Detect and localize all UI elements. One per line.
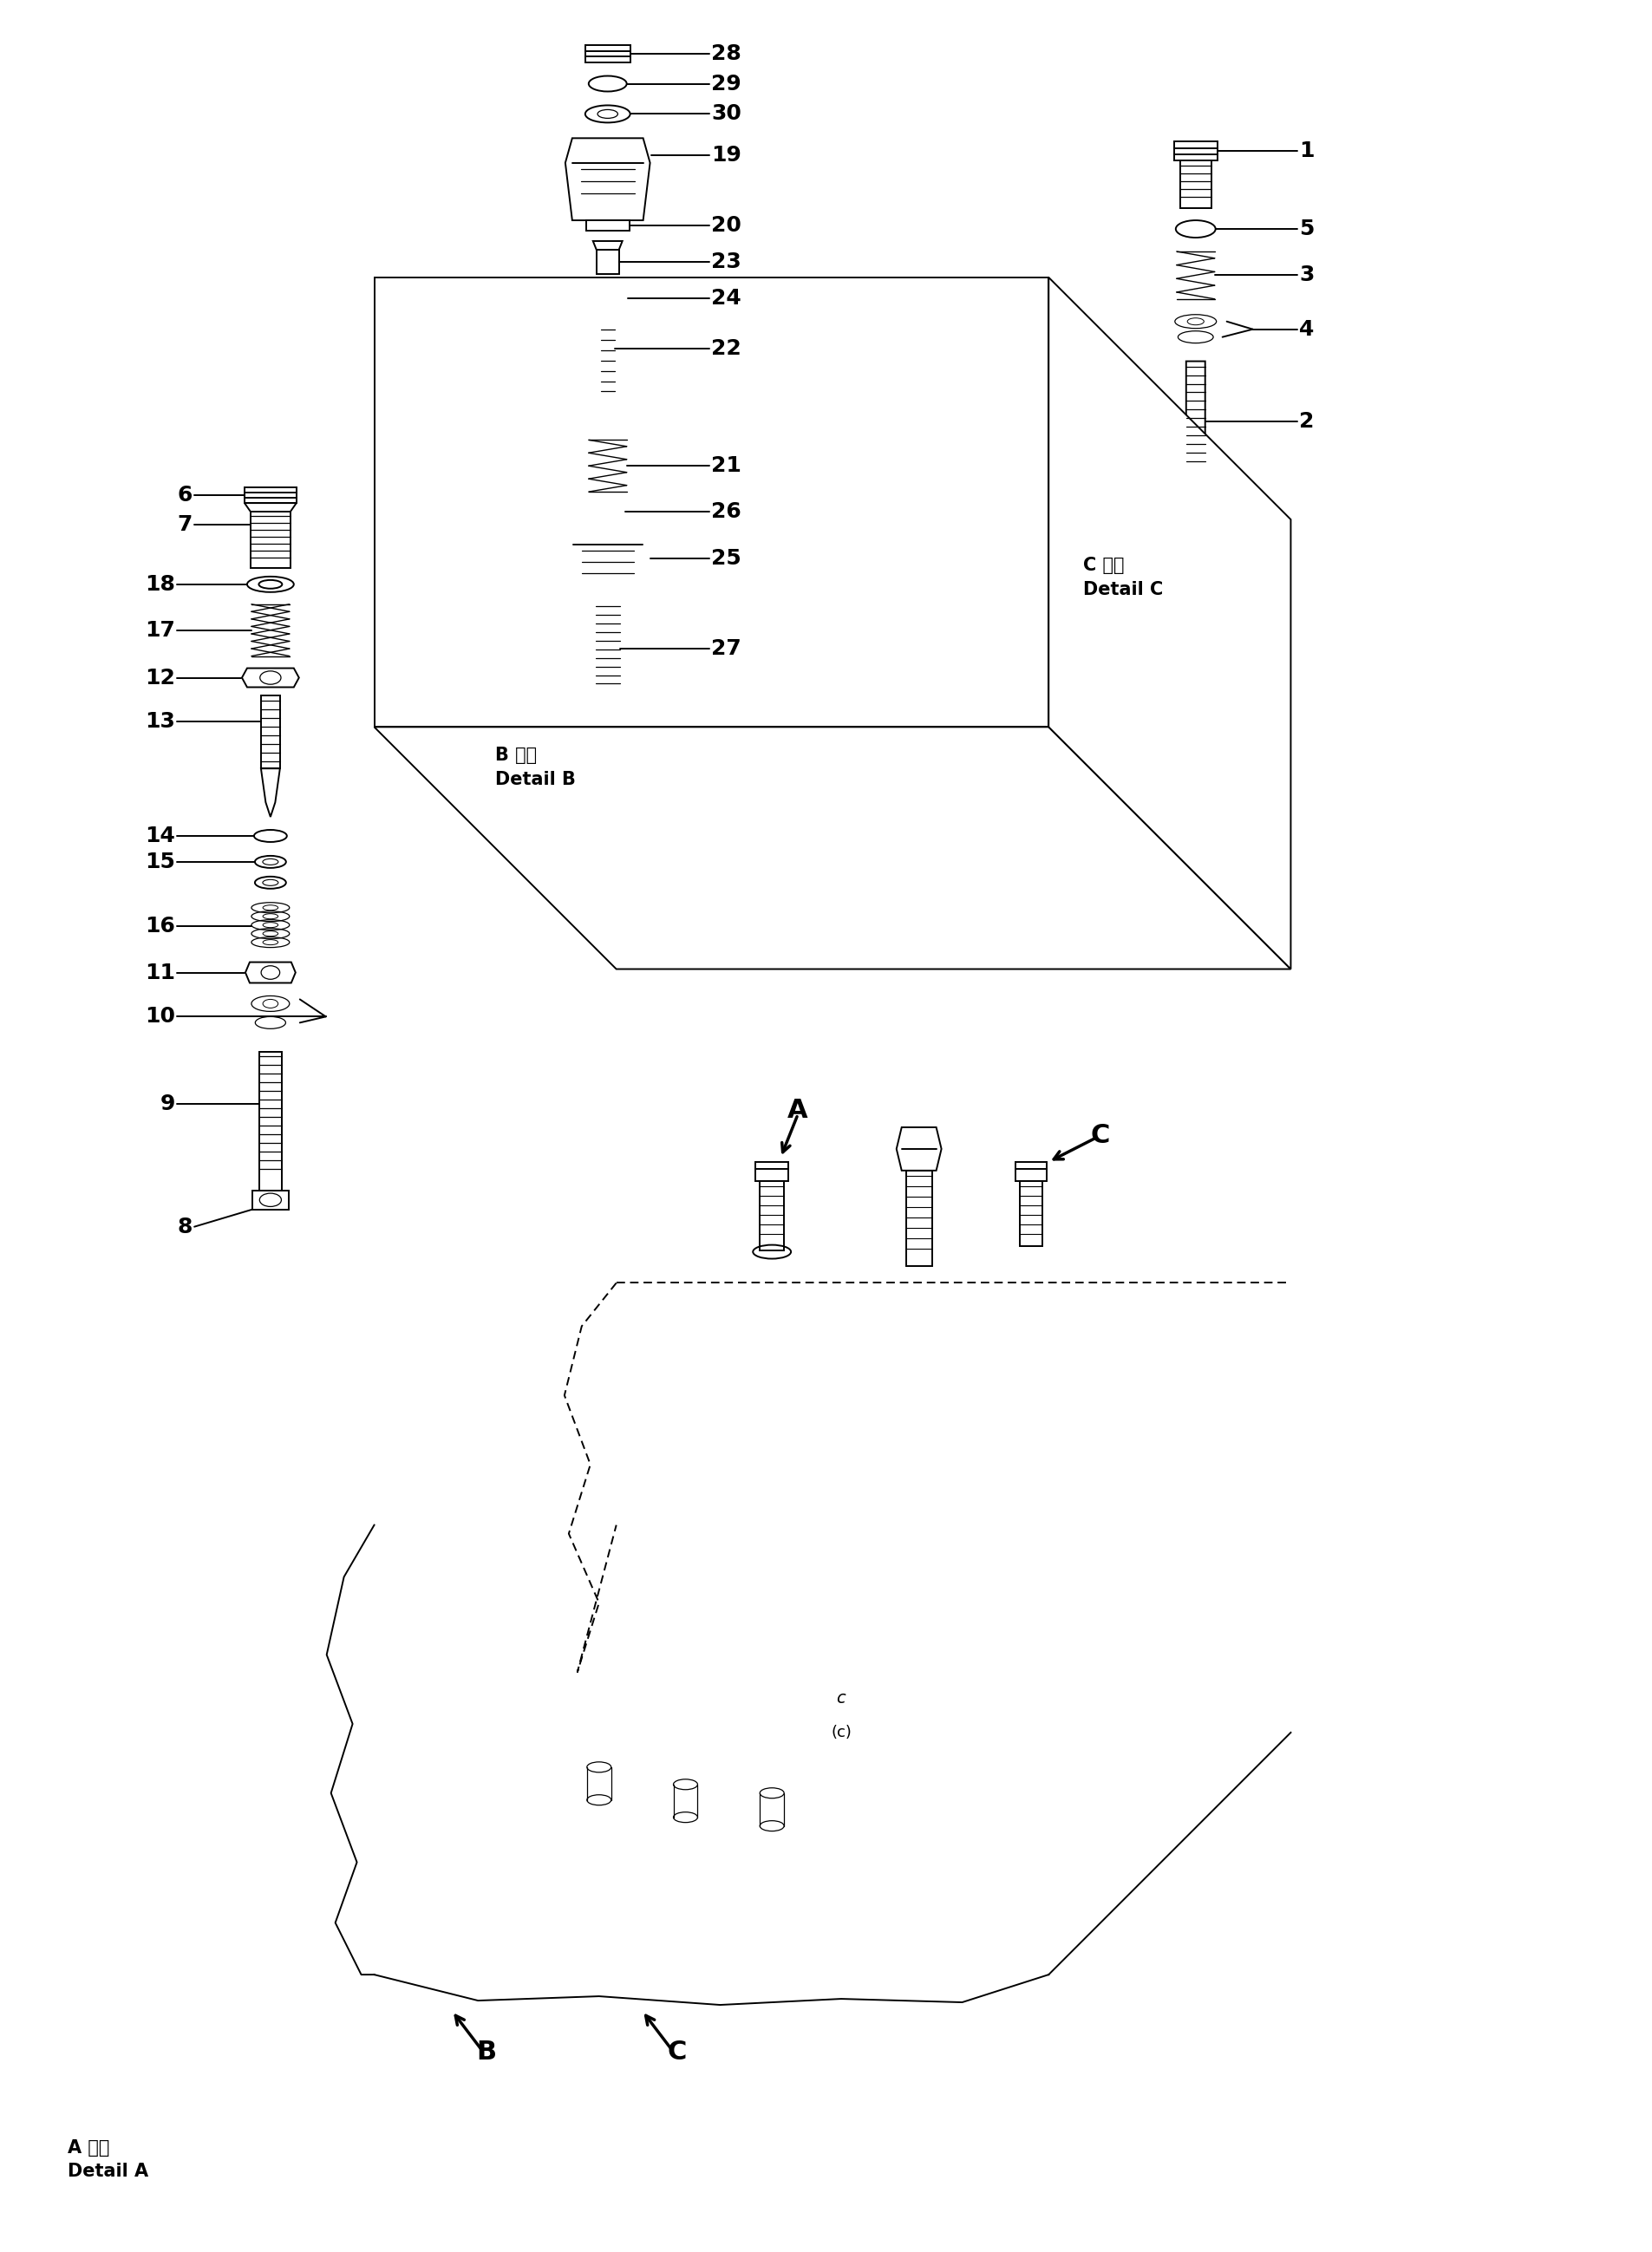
Polygon shape (601, 322, 615, 426)
Text: 28: 28 (712, 43, 742, 63)
Text: 6: 6 (177, 484, 193, 507)
Polygon shape (259, 1052, 282, 1191)
Polygon shape (261, 768, 279, 817)
Polygon shape (375, 277, 1049, 727)
Polygon shape (905, 1171, 932, 1266)
Text: 25: 25 (712, 547, 742, 570)
Text: A: A (788, 1097, 808, 1121)
Text: 17: 17 (145, 619, 175, 640)
Polygon shape (244, 486, 296, 502)
Text: 3: 3 (1300, 266, 1315, 286)
Polygon shape (1186, 360, 1206, 495)
Polygon shape (241, 669, 299, 687)
Text: Detail B: Detail B (496, 770, 577, 788)
Text: 27: 27 (712, 637, 742, 658)
Polygon shape (755, 1162, 788, 1180)
Text: 14: 14 (145, 826, 175, 847)
Polygon shape (760, 1180, 785, 1250)
Polygon shape (1049, 277, 1290, 968)
Polygon shape (375, 727, 1290, 968)
Text: 13: 13 (145, 712, 175, 732)
Text: 22: 22 (712, 338, 742, 358)
Polygon shape (1175, 142, 1218, 160)
Text: A 詳細: A 詳細 (68, 2139, 109, 2155)
Polygon shape (596, 601, 620, 712)
Text: 21: 21 (712, 455, 742, 475)
Polygon shape (565, 137, 649, 221)
Text: 8: 8 (177, 1216, 193, 1236)
Text: 4: 4 (1300, 320, 1315, 340)
Text: C 詳細: C 詳細 (1084, 556, 1125, 574)
Text: 16: 16 (145, 917, 175, 937)
Text: c: c (836, 1689, 846, 1707)
Text: C: C (667, 2040, 687, 2065)
Polygon shape (251, 511, 291, 568)
Polygon shape (897, 1128, 942, 1171)
Text: 23: 23 (712, 252, 742, 272)
Text: 30: 30 (712, 104, 742, 124)
Text: 5: 5 (1300, 218, 1315, 239)
Polygon shape (593, 241, 623, 250)
Polygon shape (1180, 160, 1211, 207)
Text: 1: 1 (1300, 140, 1315, 162)
Polygon shape (1021, 1180, 1042, 1245)
Polygon shape (244, 502, 296, 511)
Text: (c): (c) (831, 1725, 851, 1741)
Text: 29: 29 (712, 74, 742, 95)
Text: B: B (476, 2040, 497, 2065)
Text: B 詳細: B 詳細 (496, 748, 537, 763)
Polygon shape (261, 696, 279, 768)
Text: 10: 10 (145, 1007, 175, 1027)
Polygon shape (567, 531, 649, 586)
Polygon shape (1016, 1162, 1047, 1180)
Polygon shape (585, 45, 629, 63)
Text: Detail C: Detail C (1084, 581, 1163, 599)
Text: 11: 11 (145, 962, 175, 982)
Text: 18: 18 (145, 574, 175, 595)
Polygon shape (586, 221, 629, 230)
Text: 12: 12 (145, 667, 175, 689)
Text: 20: 20 (712, 216, 742, 236)
Text: 9: 9 (160, 1094, 175, 1115)
Text: Detail A: Detail A (68, 2164, 149, 2180)
Text: C: C (1090, 1124, 1110, 1149)
Polygon shape (246, 962, 296, 982)
Text: 19: 19 (712, 144, 742, 167)
Polygon shape (253, 1191, 289, 1209)
Polygon shape (596, 250, 620, 275)
Text: 24: 24 (712, 288, 742, 309)
Text: 26: 26 (712, 502, 742, 522)
Text: 2: 2 (1300, 412, 1315, 432)
Text: 7: 7 (177, 513, 193, 536)
Text: 15: 15 (145, 851, 175, 872)
